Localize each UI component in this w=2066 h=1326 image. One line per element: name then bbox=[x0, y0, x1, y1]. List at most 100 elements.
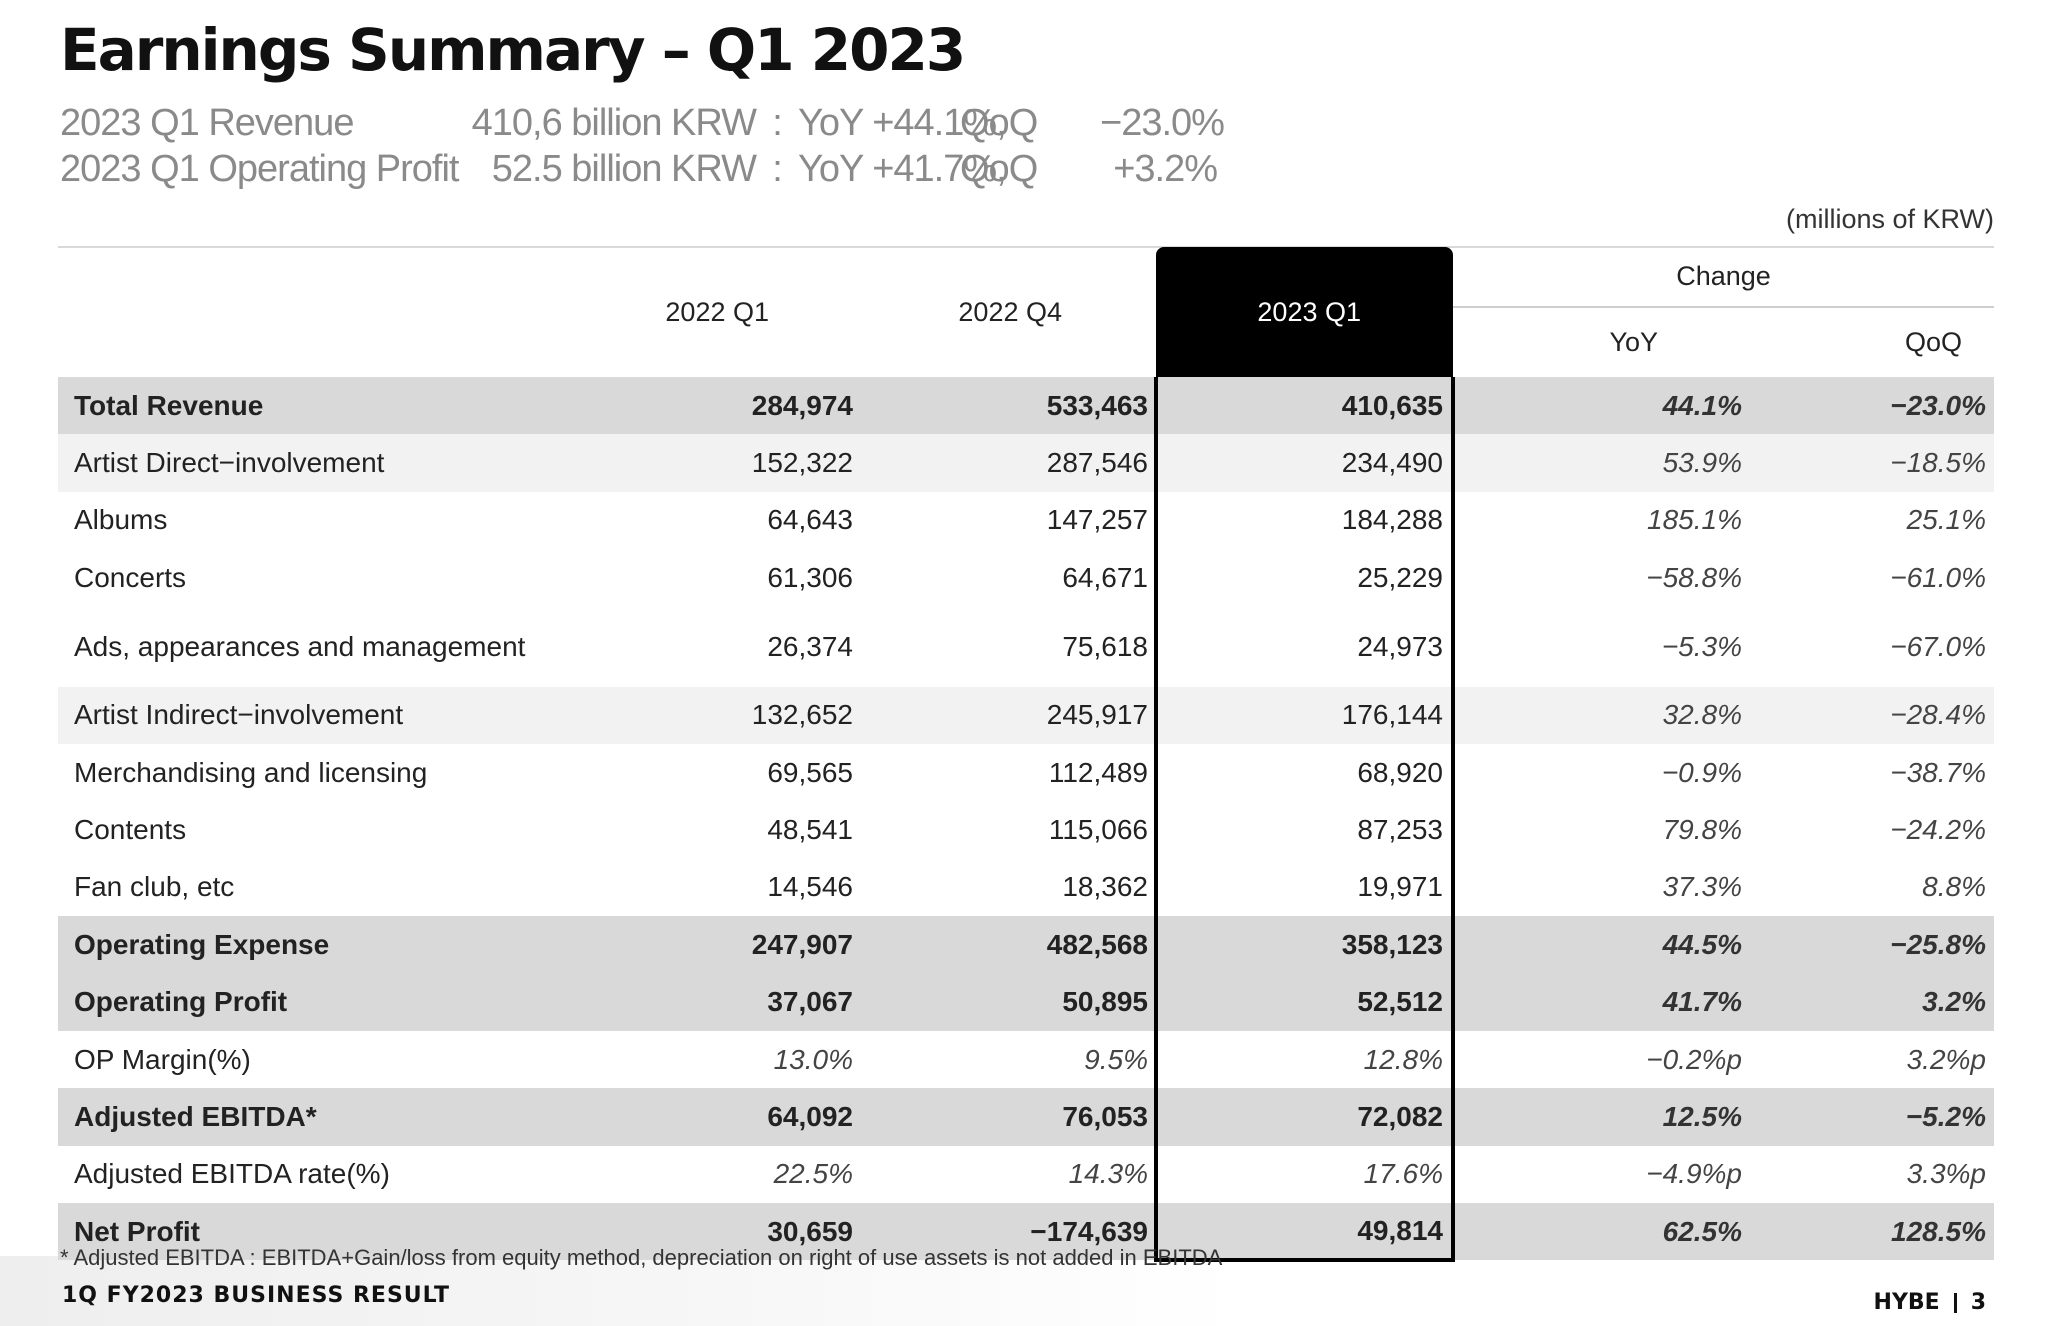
summary-qoq-label: QoQ bbox=[960, 148, 1038, 190]
summary-qoq-label: QoQ bbox=[960, 102, 1038, 144]
summary-separator: : bbox=[772, 148, 783, 190]
value-2023-q1: 24,973 bbox=[1154, 606, 1455, 687]
change-yoy: 44.1% bbox=[1453, 377, 1750, 435]
table-row: Operating Profit 37,067 50,895 52,512 41.7% 3… bbox=[58, 973, 1994, 1031]
change-qoq: −28.4% bbox=[1750, 686, 1994, 744]
change-yoy: 79.8% bbox=[1453, 801, 1750, 859]
change-qoq: −67.0% bbox=[1750, 606, 1994, 687]
change-yoy: 41.7% bbox=[1453, 973, 1750, 1031]
value-2023-q1: 184,288 bbox=[1154, 491, 1455, 550]
change-qoq: −5.2% bbox=[1750, 1088, 1994, 1146]
value-2022-q4: 50,895 bbox=[859, 973, 1156, 1031]
value-2022-q1: 284,974 bbox=[573, 377, 859, 435]
change-qoq: −61.0% bbox=[1750, 549, 1994, 607]
summary-label: 2023 Q1 Operating Profit bbox=[60, 148, 459, 190]
change-qoq: −23.0% bbox=[1750, 377, 1994, 435]
value-2022-q1: 64,643 bbox=[573, 491, 859, 550]
row-label: Concerts bbox=[58, 549, 573, 607]
page-title: Earnings Summary – Q1 2023 bbox=[60, 16, 966, 84]
change-qoq: 128.5% bbox=[1750, 1203, 1994, 1261]
summary-amount: 410,6 billion KRW bbox=[471, 102, 757, 144]
row-label: Artist Direct−involvement bbox=[58, 434, 573, 492]
summary-separator: : bbox=[772, 102, 783, 144]
row-label: Ads, appearances and management bbox=[58, 606, 573, 687]
table-row: Adjusted EBITDA rate(%) 22.5% 14.3% 17.6% −4… bbox=[58, 1145, 1994, 1204]
value-2022-q4: 75,618 bbox=[859, 606, 1156, 687]
header-yoy: YoY bbox=[1609, 327, 1658, 357]
table-row: Adjusted EBITDA* 64,092 76,053 72,082 12.5% −… bbox=[58, 1088, 1994, 1146]
header-qoq: QoQ bbox=[1904, 327, 1962, 357]
header-change: Change bbox=[1453, 247, 1994, 308]
value-2022-q4: 76,053 bbox=[859, 1088, 1156, 1146]
table-row: Artist Indirect−involvement 132,652 245,91… bbox=[58, 686, 1994, 744]
change-yoy: −4.9%p bbox=[1453, 1145, 1750, 1204]
value-2022-q1: 64,092 bbox=[573, 1088, 859, 1146]
table-row: OP Margin(%) 13.0% 9.5% 12.8% −0.2%p 3.2%p bbox=[58, 1030, 1994, 1089]
table-row: Total Revenue 284,974 533,463 410,635 44.1% −… bbox=[58, 377, 1994, 435]
change-qoq: 3.3%p bbox=[1750, 1145, 1994, 1204]
summary-label: 2023 Q1 Revenue bbox=[60, 102, 354, 144]
table-row: Ads, appearances and management 26,374 75,… bbox=[58, 606, 1994, 687]
change-yoy: 37.3% bbox=[1453, 858, 1750, 917]
summary-operating-profit-line: 2023 Q1 Operating Profit 52.5 billion KR… bbox=[60, 146, 1218, 192]
change-qoq: 8.8% bbox=[1750, 858, 1994, 917]
row-label: Fan club, etc bbox=[58, 858, 573, 917]
change-qoq: −24.2% bbox=[1750, 801, 1994, 859]
change-yoy: 32.8% bbox=[1453, 686, 1750, 744]
table-row: Operating Expense 247,907 482,568 358,123 44… bbox=[58, 916, 1994, 974]
value-2022-q1: 37,067 bbox=[573, 973, 859, 1031]
summary-block: 2023 Q1 Revenue 410,6 billion KRW : YoY … bbox=[60, 100, 1225, 192]
row-label: OP Margin(%) bbox=[58, 1030, 573, 1089]
value-2022-q1: 22.5% bbox=[573, 1145, 859, 1204]
header-2023-q1: 2023 Q1 bbox=[1156, 247, 1453, 377]
value-2022-q4: 9.5% bbox=[859, 1030, 1156, 1089]
footnote: * Adjusted EBITDA : EBITDA+Gain/loss fro… bbox=[60, 1245, 1223, 1270]
change-qoq: −25.8% bbox=[1750, 916, 1994, 974]
value-2022-q4: 18,362 bbox=[859, 858, 1156, 917]
value-2022-q1: 13.0% bbox=[573, 1030, 859, 1089]
change-yoy: −5.3% bbox=[1453, 606, 1750, 687]
brand-logo: HYBE bbox=[1873, 1290, 1940, 1315]
value-2022-q4: 14.3% bbox=[859, 1145, 1156, 1204]
value-2023-q1: 49,814 bbox=[1154, 1203, 1455, 1263]
value-2023-q1: 358,123 bbox=[1154, 916, 1455, 974]
value-2022-q4: 112,489 bbox=[859, 743, 1156, 802]
table-row: Concerts 61,306 64,671 25,229 −58.8% −61.0% bbox=[58, 549, 1994, 607]
row-label: Albums bbox=[58, 491, 573, 550]
value-2023-q1: 176,144 bbox=[1154, 686, 1455, 744]
earnings-table: 2022 Q1 2022 Q4 2023 Q1 Change YoY QoQ T… bbox=[58, 247, 1994, 1263]
value-2022-q1: 26,374 bbox=[573, 606, 859, 687]
row-label: Total Revenue bbox=[58, 377, 573, 435]
value-2022-q1: 152,322 bbox=[573, 434, 859, 492]
value-2022-q4: 64,671 bbox=[859, 549, 1156, 607]
table-row: Fan club, etc 14,546 18,362 19,971 37.3% 8.8% bbox=[58, 858, 1994, 917]
summary-yoy: YoY +44.1%, bbox=[798, 102, 1007, 144]
page-number: 3 bbox=[1970, 1290, 1986, 1315]
value-2022-q1: 14,546 bbox=[573, 858, 859, 917]
change-yoy: 44.5% bbox=[1453, 916, 1750, 974]
change-qoq: −18.5% bbox=[1750, 434, 1994, 492]
value-2023-q1: 72,082 bbox=[1154, 1088, 1455, 1146]
value-2022-q1: 48,541 bbox=[573, 801, 859, 859]
header-blank bbox=[58, 247, 573, 377]
row-label: Net Profit bbox=[58, 1203, 573, 1261]
change-yoy: −58.8% bbox=[1453, 549, 1750, 607]
footer-report-title: 1Q FY2023 BUSINESS RESULT bbox=[62, 1283, 451, 1308]
footer-divider bbox=[1953, 1292, 1957, 1313]
value-2022-q4: 115,066 bbox=[859, 801, 1156, 859]
summary-yoy: YoY +41.7%, bbox=[798, 148, 1007, 190]
value-2023-q1: 410,635 bbox=[1154, 377, 1455, 435]
row-label: Operating Expense bbox=[58, 916, 573, 974]
change-yoy: −0.2%p bbox=[1453, 1030, 1750, 1089]
change-yoy: −0.9% bbox=[1453, 743, 1750, 802]
change-qoq: 3.2%p bbox=[1750, 1030, 1994, 1089]
row-label: Merchandising and licensing bbox=[58, 743, 573, 802]
value-2022-q1: 132,652 bbox=[573, 686, 859, 744]
value-2022-q1: 30,659 bbox=[573, 1203, 859, 1261]
value-2022-q4: 482,568 bbox=[859, 916, 1156, 974]
summary-qoq: −23.0% bbox=[1100, 102, 1225, 144]
value-2022-q4: 147,257 bbox=[859, 491, 1156, 550]
unit-label: (millions of KRW) bbox=[1785, 204, 1994, 234]
value-2023-q1: 52,512 bbox=[1154, 973, 1455, 1031]
value-2023-q1: 25,229 bbox=[1154, 549, 1455, 607]
